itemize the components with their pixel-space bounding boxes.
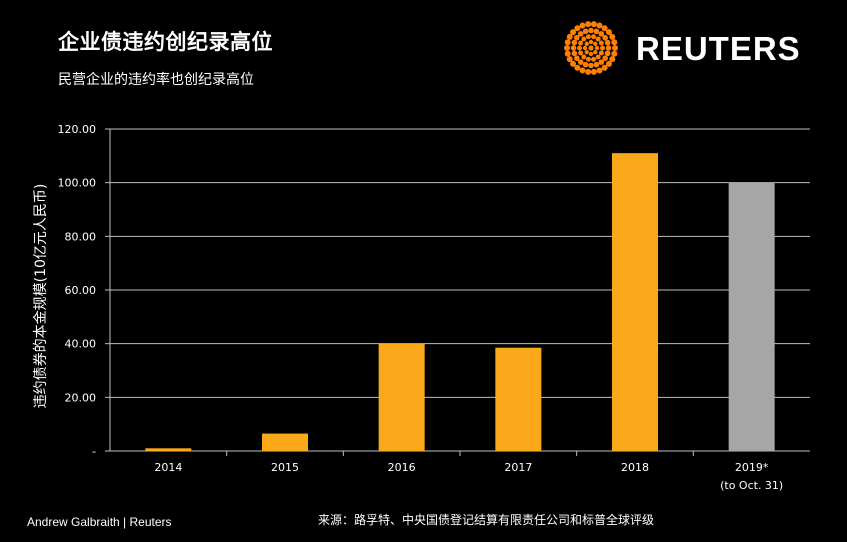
bar-2019 bbox=[728, 182, 775, 451]
source-text: 来源：路孚特、中央国债登记结算有限责任公司和标普全球评级 bbox=[318, 513, 655, 527]
chart-subtitle: 民营企业的违约率也创纪录高位 bbox=[58, 72, 254, 88]
reuters-wordmark: REUTERS bbox=[636, 29, 801, 67]
bar-2016 bbox=[378, 343, 425, 451]
y-tick-label: - bbox=[92, 445, 96, 458]
chart-title: 企业债违约创纪录高位 bbox=[58, 30, 273, 54]
x-tick-note: (to Oct. 31) bbox=[720, 479, 783, 492]
x-tick-label: 2017 bbox=[504, 461, 532, 474]
x-tick-label: 2018 bbox=[621, 461, 649, 474]
y-tick-label: 60.00 bbox=[65, 284, 97, 297]
y-tick-label: 100.00 bbox=[58, 177, 97, 190]
x-tick-label: 2016 bbox=[388, 461, 416, 474]
y-tick-label: 20.00 bbox=[65, 391, 97, 404]
y-tick-label: 120.00 bbox=[58, 123, 97, 136]
x-tick-label: 2015 bbox=[271, 461, 299, 474]
bar-2015 bbox=[262, 433, 308, 451]
reuters-dot-logo-icon bbox=[564, 21, 618, 75]
x-tick-label: 2014 bbox=[154, 461, 182, 474]
reuters-logo: REUTERS bbox=[560, 17, 801, 79]
y-tick-label: 80.00 bbox=[65, 230, 97, 243]
bar-2014 bbox=[145, 448, 192, 451]
y-tick-label: 40.00 bbox=[65, 338, 97, 351]
credit-text: Andrew Galbraith | Reuters bbox=[27, 515, 172, 529]
x-tick-label: 2019* bbox=[735, 461, 769, 474]
bar-2018 bbox=[612, 153, 658, 451]
bar-2017 bbox=[495, 347, 542, 451]
